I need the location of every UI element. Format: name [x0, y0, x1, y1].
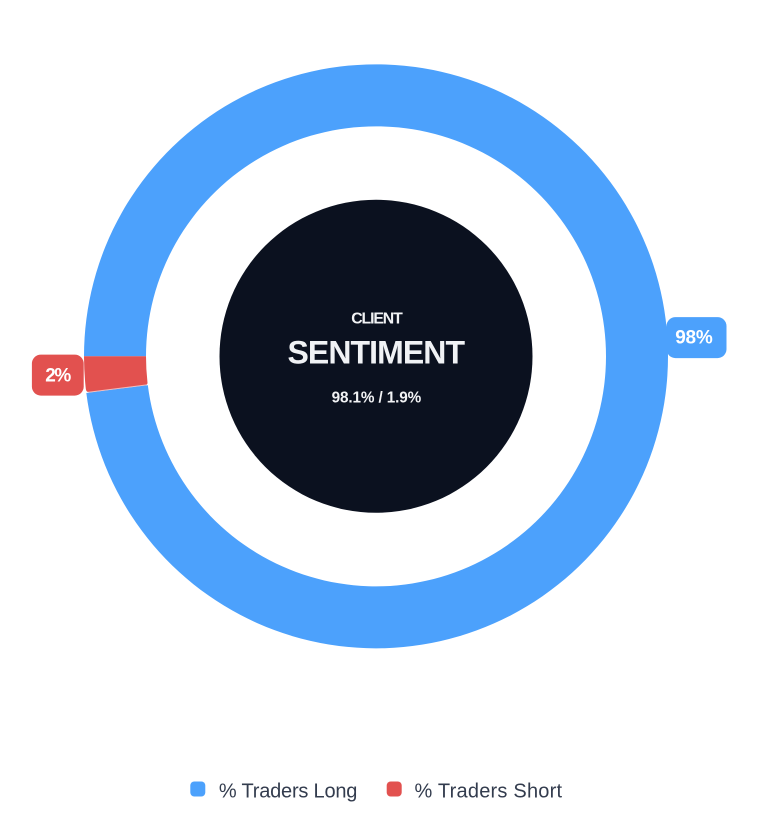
svg-text:CLIENT: CLIENT: [351, 311, 403, 328]
svg-text:2%: 2%: [45, 365, 71, 386]
svg-text:% Traders Long: % Traders Long: [219, 780, 358, 802]
svg-text:% Traders Short: % Traders Short: [415, 780, 563, 802]
svg-text:98%: 98%: [675, 328, 713, 349]
svg-text:SENTIMENT: SENTIMENT: [288, 334, 466, 370]
svg-text:98.1% / 1.9%: 98.1% / 1.9%: [332, 389, 422, 406]
